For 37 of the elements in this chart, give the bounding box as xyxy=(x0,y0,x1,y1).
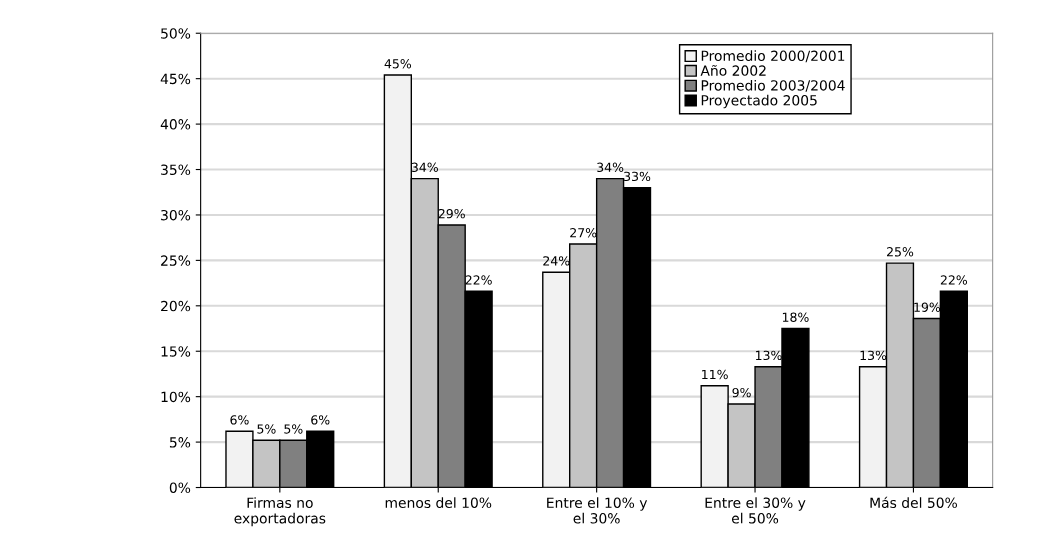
data-label: 25% xyxy=(887,247,914,257)
legend-label: Promedio 2000/2001 xyxy=(701,50,845,63)
data-label: 22% xyxy=(940,275,968,285)
y-tick-label: 25% xyxy=(161,255,191,266)
data-label: 33% xyxy=(624,171,651,182)
y-tick-label: 50% xyxy=(161,28,191,39)
y-tick-label: 30% xyxy=(161,209,191,221)
y-tick-label: 0% xyxy=(169,482,191,493)
data-label: 5% xyxy=(284,424,303,434)
y-tick-label: 10% xyxy=(161,391,191,403)
data-label: 34% xyxy=(411,162,438,173)
data-label: 11% xyxy=(702,369,728,380)
y-tick-label: 15% xyxy=(161,346,191,357)
data-label: 5% xyxy=(257,424,276,434)
data-label: 13% xyxy=(860,350,887,361)
x-tick-label: Más del 50% xyxy=(870,496,957,508)
legend-label: Año 2002 xyxy=(700,64,766,76)
legend-label: Promedio 2003/2004 xyxy=(701,79,845,92)
legend-label: Proyectado 2005 xyxy=(701,94,817,109)
data-label: 19% xyxy=(914,302,941,312)
x-tick-label: menos del 10% xyxy=(385,497,492,508)
data-label: 27% xyxy=(570,227,597,238)
data-label: 34% xyxy=(597,162,624,173)
data-label: 6% xyxy=(311,415,330,425)
data-label: 6% xyxy=(230,415,249,425)
y-tick-label: 40% xyxy=(160,119,191,130)
data-label: 9% xyxy=(732,387,751,398)
x-tick-label: Firmas no exportadoras xyxy=(234,497,326,527)
x-tick-label: Entre el 30% y el 50% xyxy=(705,497,806,524)
y-tick-label: 5% xyxy=(169,437,191,448)
x-tick-label: Entre el 10% y el 30% xyxy=(547,497,648,524)
data-label: 18% xyxy=(782,312,809,322)
y-tick-label: 20% xyxy=(161,300,191,312)
data-label: 45% xyxy=(384,58,412,69)
y-tick-label: 35% xyxy=(161,164,191,175)
y-tick-label: 45% xyxy=(160,73,191,85)
data-label: 24% xyxy=(543,256,570,266)
